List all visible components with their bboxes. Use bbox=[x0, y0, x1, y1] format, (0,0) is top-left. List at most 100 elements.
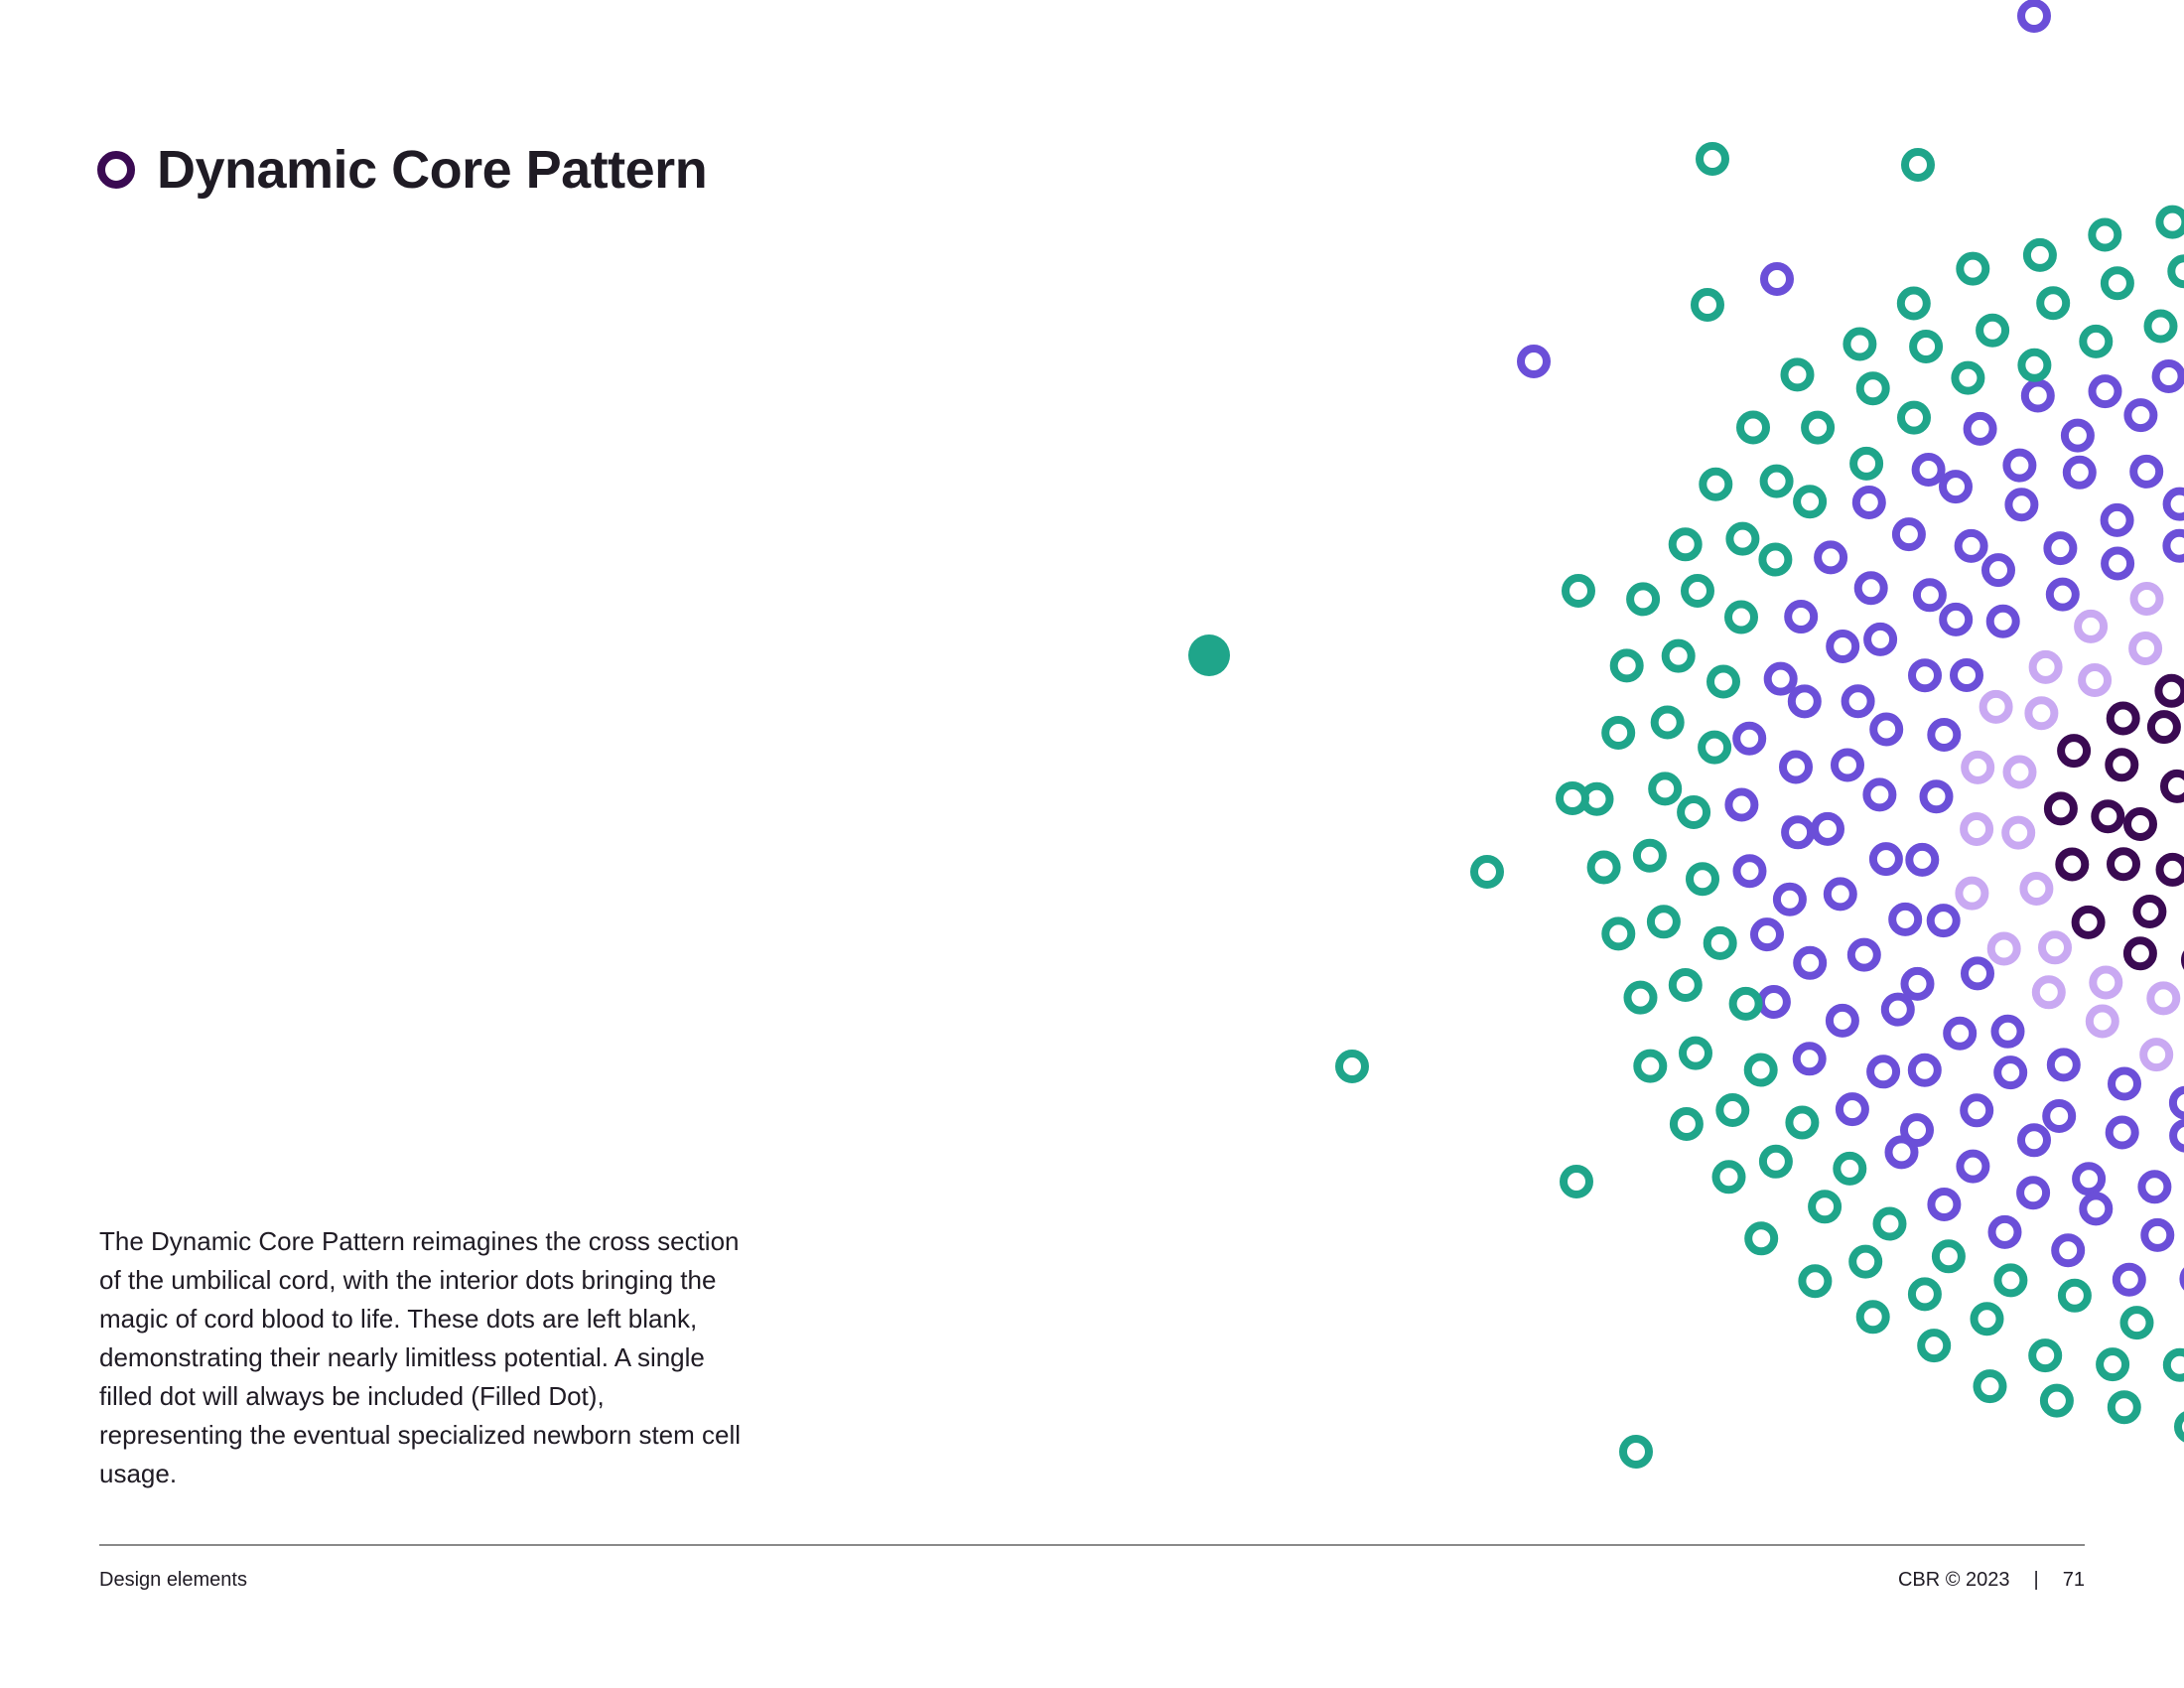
pattern-dot bbox=[1724, 600, 1758, 634]
pattern-dot bbox=[1668, 968, 1703, 1002]
pattern-dot bbox=[2140, 1217, 2175, 1252]
pattern-dot bbox=[1880, 992, 1915, 1027]
pattern-dot bbox=[1993, 1263, 2028, 1298]
pattern-dot bbox=[1951, 360, 1985, 395]
pattern-dot bbox=[2045, 577, 2080, 612]
pattern-dot bbox=[2004, 488, 2039, 522]
pattern-dot bbox=[1843, 327, 1877, 361]
pattern-dot bbox=[1632, 838, 1667, 873]
pattern-dot bbox=[1609, 648, 1644, 683]
pattern-dot bbox=[2146, 981, 2181, 1016]
pattern-dot bbox=[2105, 1115, 2139, 1150]
pattern-dot bbox=[1586, 850, 1621, 885]
pattern-dot bbox=[2128, 632, 2163, 665]
pattern-dot bbox=[1703, 925, 1737, 960]
pattern-dot bbox=[1750, 917, 1784, 952]
body-paragraph: The Dynamic Core Pattern reimagines the … bbox=[99, 1226, 742, 1488]
pattern-dot bbox=[2016, 1176, 2051, 1210]
pattern-dot bbox=[1699, 467, 1733, 501]
pattern-dot bbox=[2129, 582, 2164, 616]
pattern-dot bbox=[1711, 1160, 1746, 1195]
pattern-dot bbox=[2079, 324, 2114, 358]
pattern-dot bbox=[1686, 862, 1719, 897]
pattern-dot bbox=[1863, 622, 1898, 656]
pattern-dot bbox=[1826, 630, 1860, 663]
pattern-dot bbox=[1650, 705, 1685, 740]
pattern-dot bbox=[1851, 486, 1886, 519]
pattern-dot bbox=[1848, 1244, 1883, 1279]
pattern-dot bbox=[2001, 815, 2036, 850]
pattern-dot bbox=[1897, 400, 1931, 435]
pattern-dot bbox=[2174, 1411, 2184, 1443]
pattern-dot bbox=[1909, 330, 1944, 363]
pattern-dot bbox=[1679, 1036, 1712, 1070]
pattern-dot bbox=[2085, 1004, 2119, 1039]
footer-right: CBR © 2023 | 71 bbox=[1898, 1569, 2085, 1592]
pattern-dot bbox=[1961, 956, 1994, 991]
pattern-dot bbox=[2107, 847, 2140, 882]
pattern-dot bbox=[1758, 1144, 1793, 1179]
pattern-dot bbox=[2106, 701, 2140, 736]
pattern-dot bbox=[1939, 602, 1974, 636]
pattern-dot bbox=[2057, 734, 2092, 769]
pattern-dot bbox=[1743, 1053, 1778, 1087]
filled-dot bbox=[1188, 634, 1230, 676]
scattered-dot bbox=[1691, 288, 1724, 322]
pattern-dot bbox=[1911, 453, 1946, 487]
pattern-dot bbox=[1758, 542, 1793, 577]
pattern-dot bbox=[1793, 945, 1828, 980]
pattern-dot bbox=[2162, 528, 2184, 563]
pattern-dot bbox=[1808, 1190, 1843, 1224]
pattern-dot bbox=[2002, 755, 2037, 789]
title-row: Dynamic Core Pattern bbox=[97, 143, 708, 197]
pattern-dot bbox=[1900, 1113, 1934, 1148]
pattern-dot bbox=[1905, 842, 1940, 877]
pattern-dot bbox=[1981, 553, 2015, 588]
pattern-dot bbox=[1973, 1369, 2007, 1404]
pattern-dot bbox=[2169, 1118, 2184, 1153]
pattern-dot bbox=[1990, 1014, 2025, 1049]
pattern-dot bbox=[2107, 1390, 2141, 1425]
pattern-dot bbox=[1963, 411, 1997, 446]
pattern-dot bbox=[1970, 1302, 2004, 1336]
pattern-dot bbox=[1926, 904, 1961, 938]
pattern-dot bbox=[1706, 664, 1740, 699]
pattern-dot bbox=[1763, 661, 1798, 696]
pattern-dot bbox=[1725, 521, 1760, 556]
pattern-dot bbox=[2088, 217, 2122, 252]
pattern-dot bbox=[1626, 582, 1661, 617]
pattern-dot bbox=[2129, 454, 2164, 489]
pattern-dot bbox=[1793, 485, 1828, 519]
pattern-dot bbox=[1986, 931, 2021, 966]
pattern-dot bbox=[1855, 371, 1890, 406]
pattern-dot bbox=[2167, 254, 2184, 289]
pattern-dot bbox=[1623, 980, 1658, 1015]
pattern-dot bbox=[2017, 1123, 2051, 1158]
pattern-dot bbox=[2078, 663, 2113, 697]
pattern-dot bbox=[1669, 1107, 1704, 1141]
footer-section-label: Design elements bbox=[99, 1569, 247, 1591]
scattered-dot bbox=[1560, 1165, 1593, 1198]
pattern-dot bbox=[2119, 1306, 2154, 1340]
pattern-dot bbox=[1732, 854, 1767, 889]
pattern-dot bbox=[1677, 795, 1711, 829]
pattern-dot bbox=[1661, 638, 1696, 673]
pattern-dot bbox=[2028, 1338, 2063, 1373]
pattern-dot bbox=[1823, 877, 1857, 912]
scattered-dot bbox=[1335, 1050, 1369, 1083]
pattern-dot bbox=[1792, 1042, 1827, 1076]
pattern-dot bbox=[1744, 1221, 1779, 1256]
pattern-dot bbox=[1772, 882, 1807, 916]
pattern-dot bbox=[1648, 772, 1683, 806]
pattern-dot bbox=[1825, 1003, 1859, 1038]
pattern-dot bbox=[1601, 916, 1636, 951]
scattered-dot bbox=[1556, 781, 1589, 815]
pattern-dot bbox=[2146, 710, 2181, 745]
pattern-dot bbox=[1976, 313, 2010, 348]
pattern-dot bbox=[2123, 398, 2158, 433]
pattern-dot bbox=[1785, 1105, 1820, 1140]
pattern-dot bbox=[1715, 1093, 1750, 1127]
scattered-dot bbox=[1517, 345, 1551, 378]
